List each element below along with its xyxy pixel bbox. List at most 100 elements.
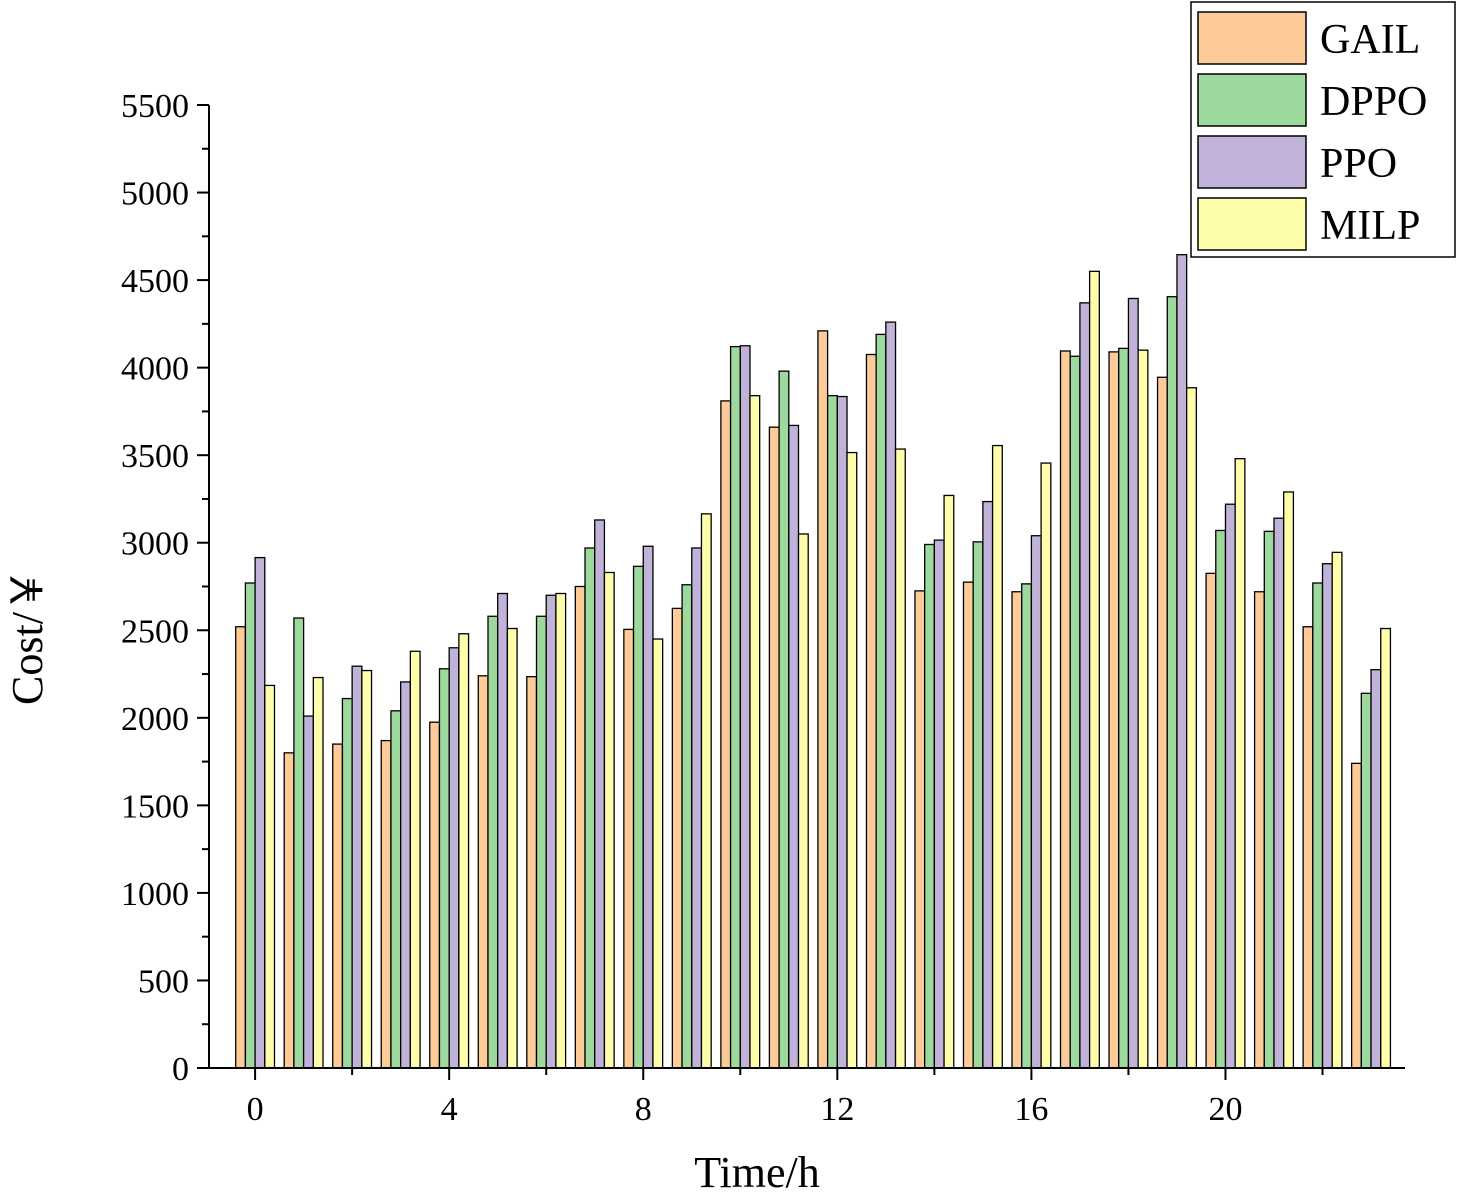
bar-dppo-22 [1312, 582, 1324, 1069]
bar-milp-8 [652, 638, 664, 1069]
x-tick-label: 8 [635, 1091, 652, 1128]
bar-gail-15 [962, 581, 974, 1069]
bar-gail-9 [671, 607, 683, 1069]
bar-ppo-12 [836, 395, 848, 1069]
bar-dppo-5 [487, 615, 499, 1069]
x-axis-label: Time/h [694, 1148, 820, 1196]
y-tick-label: 1000 [121, 876, 189, 913]
bar-ppo-18 [1127, 297, 1139, 1069]
bar-ppo-4 [448, 647, 460, 1069]
bar-ppo-1 [302, 715, 314, 1069]
bar-gail-17 [1059, 350, 1071, 1069]
bar-milp-5 [506, 627, 518, 1069]
bars-group [235, 254, 1392, 1069]
bar-gail-7 [574, 585, 586, 1069]
bar-ppo-2 [351, 665, 363, 1069]
y-tick-label: 2500 [121, 613, 189, 650]
bar-milp-21 [1283, 491, 1295, 1069]
bar-milp-15 [991, 444, 1003, 1069]
y-tick-label: 3500 [121, 438, 189, 475]
bar-ppo-9 [691, 547, 703, 1069]
bar-ppo-14 [933, 539, 945, 1069]
bar-gail-10 [720, 400, 732, 1069]
bar-ppo-22 [1321, 563, 1333, 1069]
legend-swatch-dppo [1197, 73, 1307, 127]
x-tick-label: 20 [1208, 1091, 1242, 1128]
bar-ppo-6 [545, 594, 557, 1069]
bar-milp-4 [458, 633, 470, 1069]
bar-milp-23 [1380, 627, 1392, 1069]
bar-gail-21 [1253, 591, 1265, 1069]
bar-dppo-9 [681, 584, 693, 1069]
bar-dppo-13 [875, 333, 887, 1069]
bar-milp-0 [264, 684, 276, 1069]
bar-milp-11 [797, 533, 809, 1069]
bar-gail-14 [914, 590, 926, 1069]
bar-milp-18 [1137, 349, 1149, 1069]
legend-swatch-milp [1197, 197, 1307, 251]
bar-milp-9 [700, 513, 712, 1069]
bar-gail-23 [1350, 762, 1362, 1069]
bar-ppo-8 [642, 545, 654, 1069]
bar-ppo-11 [788, 424, 800, 1069]
bar-milp-14 [943, 494, 955, 1069]
y-tick-label: 4500 [121, 263, 189, 300]
bar-dppo-0 [244, 582, 256, 1069]
bar-ppo-3 [399, 681, 411, 1069]
bar-ppo-20 [1224, 503, 1236, 1069]
bar-dppo-7 [584, 547, 596, 1069]
bar-ppo-21 [1273, 517, 1285, 1069]
legend-label-gail: GAIL [1320, 17, 1420, 63]
legend-swatch-ppo [1197, 135, 1307, 189]
x-tick-label: 16 [1014, 1091, 1048, 1128]
bar-ppo-19 [1176, 254, 1188, 1069]
y-tick-label: 0 [172, 1051, 189, 1088]
bar-dppo-18 [1118, 347, 1130, 1069]
y-axis-label: Cost/￥ [3, 568, 52, 705]
bar-gail-1 [283, 752, 295, 1069]
bar-dppo-1 [293, 617, 305, 1069]
bar-milp-6 [555, 592, 567, 1069]
bar-dppo-6 [535, 615, 547, 1069]
bar-ppo-10 [739, 345, 751, 1069]
bar-dppo-11 [778, 370, 790, 1069]
legend-label-dppo: DPPO [1320, 79, 1427, 125]
bar-ppo-15 [982, 500, 994, 1069]
y-tick-label: 5000 [121, 176, 189, 213]
legend-label-milp: MILP [1320, 203, 1420, 249]
bar-dppo-16 [1021, 583, 1033, 1069]
legend-swatch-gail [1197, 11, 1307, 65]
bar-milp-16 [1040, 462, 1052, 1069]
bar-ppo-13 [885, 321, 897, 1069]
bar-dppo-12 [826, 394, 838, 1069]
bar-gail-0 [235, 626, 247, 1069]
bar-milp-7 [603, 571, 615, 1069]
bar-dppo-10 [729, 345, 741, 1069]
bar-milp-1 [312, 676, 324, 1069]
bar-gail-2 [332, 743, 344, 1069]
x-tick-label: 12 [820, 1091, 854, 1128]
y-tick-label: 4000 [121, 351, 189, 388]
bar-dppo-4 [438, 668, 450, 1069]
bar-gail-16 [1011, 591, 1023, 1069]
bar-dppo-2 [341, 697, 353, 1069]
bar-gail-3 [380, 739, 392, 1069]
bar-gail-5 [477, 675, 489, 1069]
bar-milp-2 [361, 669, 373, 1069]
bar-milp-12 [846, 451, 858, 1069]
bar-milp-20 [1234, 458, 1246, 1069]
bar-milp-10 [749, 394, 761, 1069]
bar-gail-11 [768, 426, 780, 1069]
bar-milp-19 [1186, 387, 1198, 1069]
y-tick-label: 5500 [121, 88, 189, 125]
bar-dppo-8 [632, 565, 644, 1069]
bar-milp-13 [894, 448, 906, 1069]
bar-dppo-3 [390, 710, 402, 1069]
bar-ppo-5 [497, 592, 509, 1069]
x-tick-label: 4 [441, 1091, 458, 1128]
y-tick-label: 1500 [121, 788, 189, 825]
legend: GAIL DPPO PPO MILP [1190, 1, 1456, 258]
bar-gail-6 [526, 676, 538, 1069]
bar-dppo-15 [972, 541, 984, 1069]
